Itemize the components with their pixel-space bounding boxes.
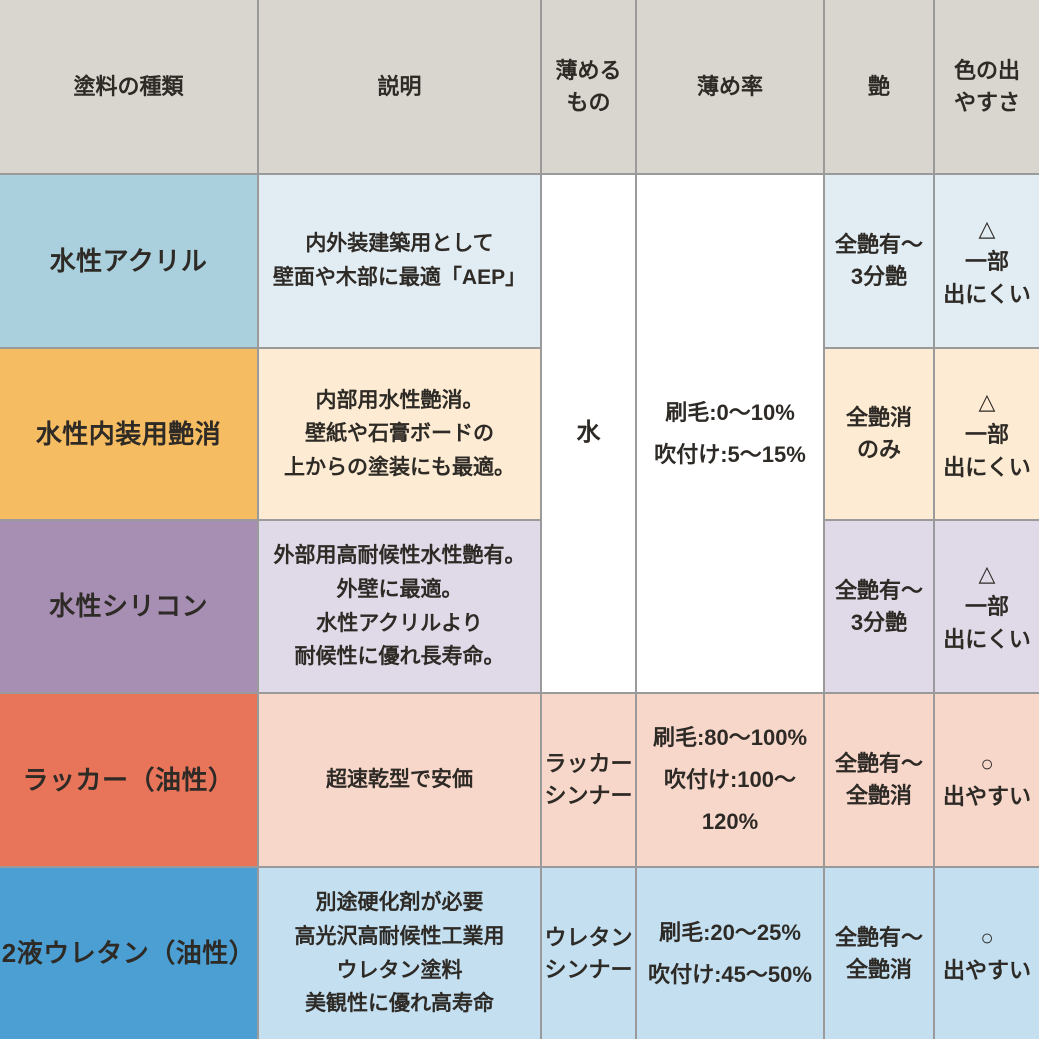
row-2-gloss: 全艶消 のみ	[825, 349, 933, 519]
row-1-paint-type: 水性アクリル	[0, 175, 257, 347]
row-3-paint-type: 水性シリコン	[0, 521, 257, 692]
row-1-description: 内外装建築用として 壁面や木部に最適「AEP」	[259, 175, 540, 347]
header-color-ease: 色の出 やすさ	[935, 0, 1039, 173]
row-1-gloss: 全艶有〜 3分艶	[825, 175, 933, 347]
header-paint-type: 塗料の種類	[0, 0, 257, 173]
row-3-description: 外部用高耐候性水性艶有。 外壁に最適。 水性アクリルより 耐候性に優れ長寿命。	[259, 521, 540, 692]
row-5-paint-type: 2液ウレタン（油性）	[0, 868, 257, 1039]
merged-dilution-rate-cell: 刷毛:0〜10% 吹付け:5〜15%	[637, 175, 823, 692]
row-5-description: 別途硬化剤が必要 高光沢高耐候性工業用 ウレタン塗料 美観性に優れ高寿命	[259, 868, 540, 1039]
row-4-gloss: 全艶有〜 全艶消	[825, 694, 933, 866]
row-3-color-ease: △ 一部 出にくい	[935, 521, 1039, 692]
header-dilution-rate: 薄め率	[637, 0, 823, 173]
row-4-dilution-rate: 刷毛:80〜100% 吹付け:100〜120%	[637, 694, 823, 866]
header-description: 説明	[259, 0, 540, 173]
row-4-paint-type: ラッカー（油性）	[0, 694, 257, 866]
row-5-color-ease: ○ 出やすい	[935, 868, 1039, 1039]
row-1-color-ease: △ 一部 出にくい	[935, 175, 1039, 347]
row-2-color-ease: △ 一部 出にくい	[935, 349, 1039, 519]
row-2-paint-type: 水性内装用艶消	[0, 349, 257, 519]
row-4-description: 超速乾型で安価	[259, 694, 540, 866]
row-2-description: 内部用水性艶消。 壁紙や石膏ボードの 上からの塗装にも最適。	[259, 349, 540, 519]
header-thinner: 薄める もの	[542, 0, 635, 173]
row-3-gloss: 全艶有〜 3分艶	[825, 521, 933, 692]
row-4-color-ease: ○ 出やすい	[935, 694, 1039, 866]
header-gloss: 艶	[825, 0, 933, 173]
row-4-thinner: ラッカー シンナー	[542, 694, 635, 866]
merged-thinner-water-cell: 水	[542, 175, 635, 692]
row-5-dilution-rate: 刷毛:20〜25% 吹付け:45〜50%	[637, 868, 823, 1039]
row-5-thinner: ウレタン シンナー	[542, 868, 635, 1039]
row-5-gloss: 全艶有〜 全艶消	[825, 868, 933, 1039]
